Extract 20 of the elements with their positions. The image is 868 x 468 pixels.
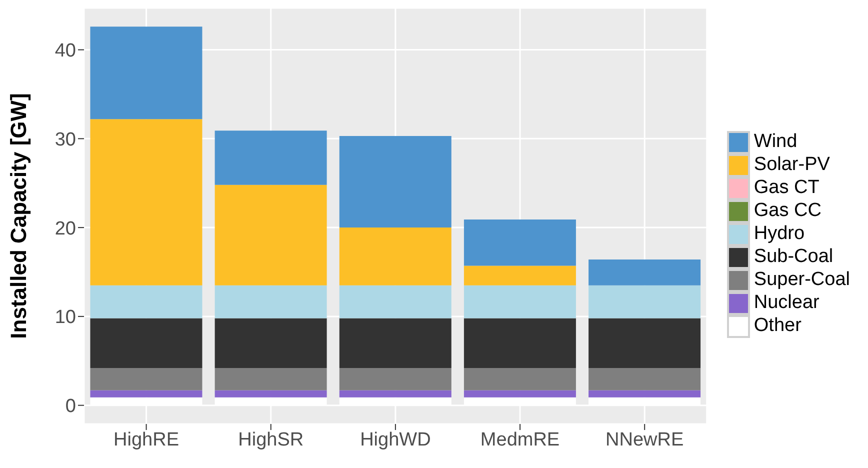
legend-label: Wind [754,130,798,154]
y-tick-label: 30 [54,129,76,150]
y-axis-title: Installed Capacity [GW] [6,93,31,339]
y-tick-label: 20 [54,218,76,240]
legend-label: Nuclear [754,292,820,314]
x-tick-label: HighRE [114,429,180,450]
y-tick-label: 0 [65,396,76,418]
legend-label: Other [754,314,802,338]
legend-label: Super-Coal [754,268,850,292]
y-tick-label: 10 [54,307,76,328]
x-tick-label: HighSR [238,429,304,450]
x-tick-label: NNewRE [606,429,684,450]
legend-label: Sub-Coal [754,246,834,268]
y-tick-label: 40 [54,40,76,62]
legend-label: Hydro [754,222,805,246]
x-tick-label: MedmRE [480,429,560,450]
legend-label: Gas CT [754,176,820,200]
legend-label: Solar-PV [754,154,830,176]
x-tick-label: HighWD [360,429,431,450]
legend-label: Gas CC [754,200,822,222]
